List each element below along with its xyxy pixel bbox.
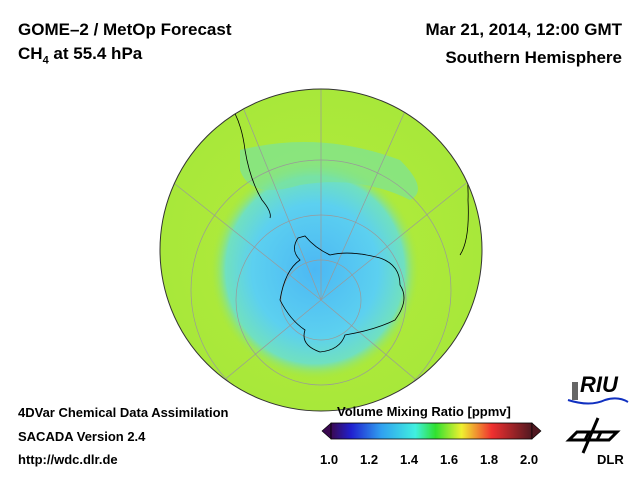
tick: 1.8 bbox=[480, 452, 499, 467]
low-methane-region bbox=[210, 160, 420, 380]
species-label: CH4 at 55.4 hPa bbox=[18, 44, 142, 66]
tick: 1.2 bbox=[360, 452, 379, 467]
colorbar bbox=[321, 422, 542, 440]
colorbar-title: Volume Mixing Ratio [ppmv] bbox=[337, 404, 511, 419]
species: CH bbox=[18, 44, 43, 63]
tick: 1.6 bbox=[440, 452, 459, 467]
graticule bbox=[169, 89, 471, 411]
pressure-level: at 55.4 hPa bbox=[48, 44, 143, 63]
tick: 2.0 bbox=[520, 452, 539, 467]
dlr-text: DLR bbox=[597, 452, 624, 467]
footer-line-2: SACADA Version 2.4 bbox=[18, 429, 146, 444]
datetime: Mar 21, 2014, 12:00 GMT bbox=[425, 20, 622, 39]
product-title: GOME–2 / MetOp Forecast bbox=[18, 20, 232, 39]
tick: 1.4 bbox=[400, 452, 419, 467]
hemisphere: Southern Hemisphere bbox=[445, 48, 622, 67]
footer-line-1: 4DVar Chemical Data Assimilation bbox=[18, 405, 229, 420]
tick: 1.0 bbox=[320, 452, 339, 467]
riu-text: RIU bbox=[580, 372, 618, 397]
footer-link[interactable]: http://wdc.dlr.de bbox=[18, 452, 118, 467]
species-subscript: 4 bbox=[42, 54, 49, 67]
